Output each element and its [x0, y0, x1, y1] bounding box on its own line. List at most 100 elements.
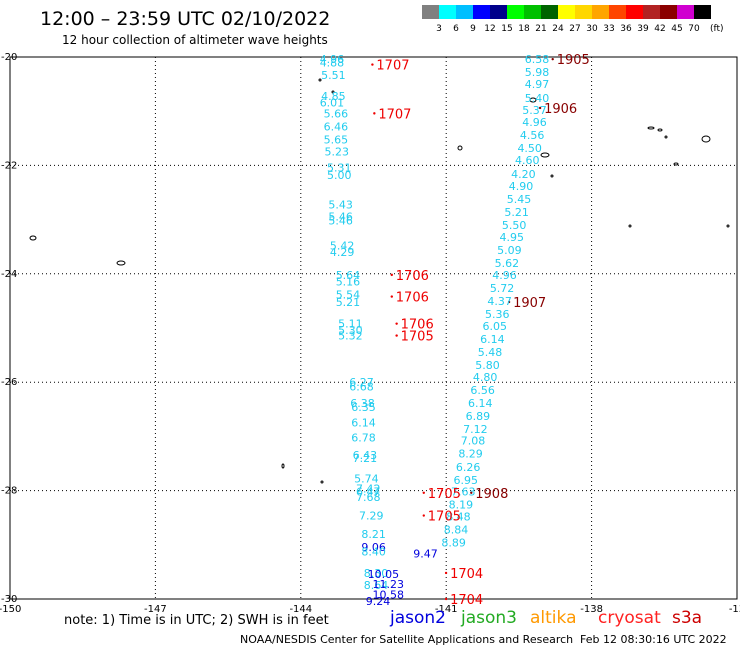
- lat-tick-label: -28: [1, 486, 17, 497]
- pass-marker: [538, 106, 542, 110]
- swh-value-label: 4.96: [320, 53, 345, 66]
- pass-marker: [371, 63, 374, 66]
- colorbar-label: 39: [637, 24, 649, 34]
- swh-value-label: 8.64: [364, 579, 389, 592]
- colorbar-label: 21: [535, 24, 546, 34]
- swh-value-label: 8.84: [444, 524, 469, 537]
- swh-value-label: 5.43: [328, 198, 353, 211]
- pass-marker: [373, 112, 376, 115]
- lat-tick-label: -20: [1, 52, 17, 63]
- swh-value-label: 5.16: [336, 275, 361, 288]
- colorbar-swatch: [677, 5, 694, 19]
- swh-value-label: 10.58: [373, 589, 405, 602]
- swh-value-label: 6.58: [525, 53, 550, 66]
- legend-cryosat: cryosat: [598, 608, 661, 628]
- swh-value-label: 6.38: [350, 397, 375, 410]
- pass-time-label: 1707: [376, 59, 409, 74]
- pass-time-label: 1705: [428, 510, 461, 525]
- lon-tick-label: -13: [729, 604, 740, 615]
- lat-tick-label: -22: [1, 160, 17, 171]
- swh-value-label: 4.85: [321, 90, 346, 103]
- swh-value-label: 4.60: [515, 154, 540, 167]
- swh-value-label: 7.08: [461, 435, 486, 448]
- swh-value-label: 10.05: [368, 568, 400, 581]
- swh-value-label: 8.40: [361, 545, 386, 558]
- pass-marker: [470, 491, 473, 494]
- swh-value-label: 6.05: [483, 320, 508, 333]
- colorbar-label: 12: [484, 24, 495, 34]
- swh-value-label: 4.37: [487, 295, 512, 308]
- colorbar-swatch: [643, 5, 660, 19]
- island-outline: [664, 135, 668, 139]
- colorbar-swatch: [694, 5, 711, 19]
- swh-value-label: 5.40: [525, 92, 550, 105]
- colorbar-unit: (ft): [710, 24, 724, 34]
- lon-tick-label: -144: [289, 604, 312, 615]
- swh-value-label: 6.01: [320, 97, 345, 110]
- pass-time-label: 1706: [396, 291, 429, 306]
- credit-line: NOAA/NESDIS Center for Satellite Applica…: [240, 633, 574, 646]
- pass-time-label: 1704: [450, 593, 483, 608]
- colorbar-label: 15: [501, 24, 512, 34]
- colorbar-label: 45: [671, 24, 682, 34]
- swh-value-label: 9.47: [413, 547, 438, 560]
- swh-value-label: 5.48: [478, 346, 503, 359]
- lon-tick-label: -150: [0, 604, 21, 615]
- pass-time-label: 1706: [396, 269, 429, 284]
- colorbar-label: 70: [688, 24, 700, 34]
- swh-value-label: 4.90: [509, 180, 534, 193]
- swh-value-label: 5.46: [328, 210, 353, 223]
- map-frame: [9, 56, 738, 600]
- pass-marker: [444, 597, 448, 601]
- swh-value-label: 7.42: [356, 482, 381, 495]
- island-outline: [628, 224, 632, 228]
- pass-marker: [507, 300, 511, 304]
- swh-value-label: 4.20: [511, 168, 536, 181]
- island-outline: [647, 126, 655, 130]
- swh-value-label: 4.96: [522, 116, 547, 129]
- swh-value-label: 4.56: [520, 129, 545, 142]
- swh-value-label: 5.80: [475, 359, 500, 372]
- swh-value-label: 4.97: [525, 78, 550, 91]
- units-note: note: 1) Time is in UTC; 2) SWH is in fe…: [64, 613, 329, 628]
- swh-value-label: 8.29: [458, 448, 483, 461]
- lat-tick-label: -24: [1, 269, 17, 280]
- swh-value-label: 7.29: [359, 510, 384, 523]
- swh-value-label: 4.80: [473, 371, 498, 384]
- pass-time-label: 1905: [557, 53, 590, 68]
- legend-jason2: jason2: [390, 608, 446, 628]
- swh-value-label: 5.31: [327, 162, 352, 175]
- swh-value-label: 6.46: [324, 120, 349, 133]
- swh-value-label: 6.14: [468, 397, 493, 410]
- pass-time-label: 1705: [428, 487, 461, 502]
- swh-value-label: 6.78: [351, 431, 376, 444]
- swh-value-label: 6.43: [353, 449, 378, 462]
- pass-marker: [390, 273, 393, 277]
- swh-value-label: 11.23: [373, 578, 405, 591]
- colorbar-swatch: [592, 5, 609, 19]
- swh-value-label: 8.19: [449, 499, 474, 512]
- colorbar-label: 24: [552, 24, 564, 34]
- swh-value-label: 5.42: [330, 240, 355, 253]
- swh-value-label: 5.11: [338, 318, 363, 331]
- swh-value-label: 5.00: [327, 169, 352, 182]
- swh-value-label: 5.66: [324, 107, 349, 120]
- island-outline: [657, 128, 663, 132]
- swh-value-label: 7.68: [356, 491, 381, 504]
- swh-value-label: 5.72: [490, 282, 515, 295]
- colorbar-label: 33: [603, 24, 614, 34]
- island-outline: [116, 260, 126, 266]
- island-outline: [331, 90, 335, 94]
- swh-value-label: 6.56: [470, 384, 495, 397]
- lon-tick-label: -141: [435, 604, 458, 615]
- legend-jason3: jason3: [461, 608, 517, 628]
- pass-marker: [444, 571, 448, 575]
- swh-value-label: 5.51: [321, 69, 346, 82]
- pass-time-label: 1706: [401, 318, 434, 333]
- swh-value-label: 8.21: [361, 528, 386, 541]
- pass-time-label: 1707: [378, 107, 411, 122]
- swh-value-label: 5.21: [504, 206, 529, 219]
- swh-value-label: 5.50: [502, 219, 526, 232]
- lat-tick-label: -30: [1, 594, 17, 605]
